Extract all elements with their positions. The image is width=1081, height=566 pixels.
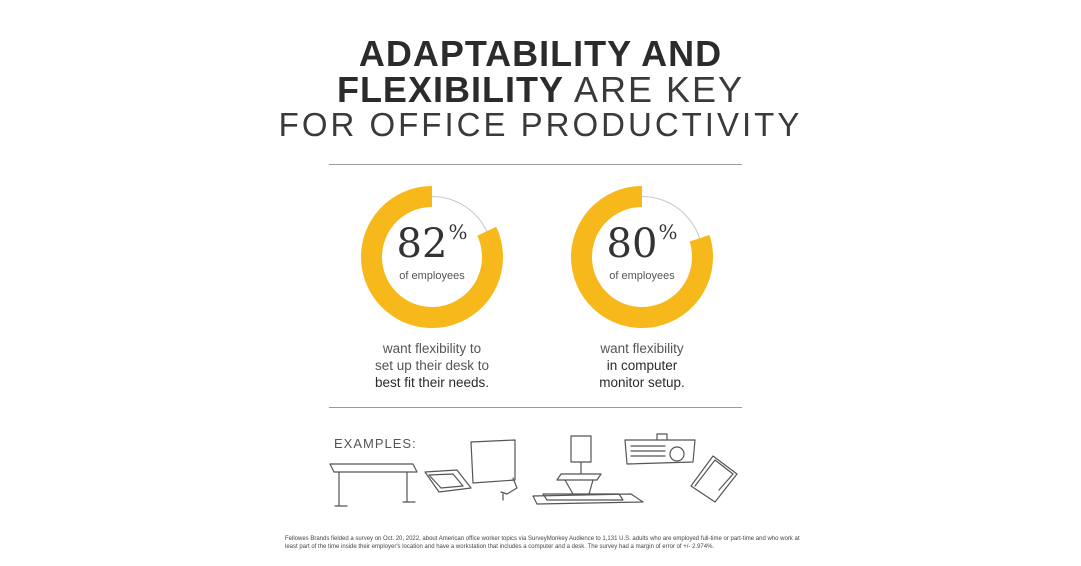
desc-line-emphasis: best fit their needs.	[374, 375, 490, 390]
desc-line-emphasis: in computer	[606, 358, 678, 373]
donut-svg-desk	[361, 186, 503, 328]
headline-flexibility: FLEXIBILITY	[336, 69, 564, 110]
headline-are-key: ARE KEY	[573, 69, 745, 110]
desc-line: want flexibility to	[382, 341, 482, 356]
stat-description-desk: want flexibility to set up their desk to…	[322, 340, 542, 391]
donut-svg-monitor	[571, 186, 713, 328]
headline-line2: FLEXIBILITY ARE KEY	[0, 72, 1081, 108]
sit-stand-converter-icon	[532, 435, 644, 505]
examples-illustration	[329, 433, 738, 507]
stat-description-monitor: want flexibility in computer monitor set…	[532, 340, 752, 391]
stat-number: 82	[396, 221, 448, 267]
stat-sublabel: of employees	[609, 270, 675, 282]
donut-chart-monitor: 80% of employees	[571, 186, 713, 328]
desc-line: want flexibility	[600, 341, 684, 356]
stat-value-monitor: 80%	[571, 221, 713, 267]
stat-value-desk: 82%	[361, 221, 503, 267]
stat-sublabel: of employees	[399, 270, 465, 282]
laptop-riser-icon	[690, 455, 738, 503]
examples-label: EXAMPLES:	[334, 436, 417, 451]
percent-sign: %	[448, 220, 468, 244]
desc-line-emphasis: monitor setup.	[599, 375, 685, 390]
keyboard-tray-icon	[624, 433, 696, 465]
standing-desk-icon	[329, 463, 418, 507]
stat-number: 80	[606, 221, 658, 267]
bottom-divider	[329, 407, 742, 408]
donut-arc-82	[361, 186, 503, 328]
top-divider	[329, 164, 742, 165]
percent-sign: %	[658, 220, 678, 244]
monitor-arm-icon	[424, 439, 518, 501]
donut-chart-desk: 82% of employees	[361, 186, 503, 328]
desc-line: set up their desk to	[374, 358, 490, 373]
headline-line1: ADAPTABILITY AND	[358, 33, 723, 74]
headline-line3: FOR OFFICE PRODUCTIVITY	[278, 106, 803, 143]
donut-arc-80	[571, 186, 713, 328]
survey-footnote: Fellowes Brands fielded a survey on Oct.…	[285, 536, 800, 550]
